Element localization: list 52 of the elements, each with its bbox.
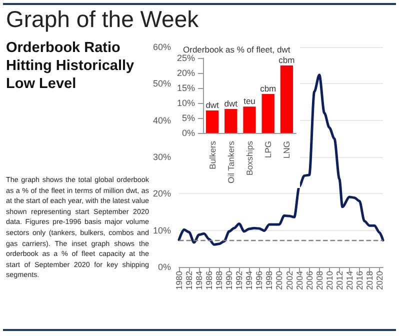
- bar: [262, 94, 274, 133]
- x-tick-label: LPG: [263, 141, 274, 158]
- x-tick-label: 1990: [224, 270, 234, 290]
- y-tick-label: 20%: [152, 188, 171, 199]
- x-tick-label: 2006: [304, 270, 314, 290]
- x-tick-label: 1998: [264, 270, 274, 290]
- y-tick-label: 25%: [176, 53, 195, 63]
- y-tick-label: 10%: [152, 225, 171, 236]
- x-tick-label: 1986: [204, 270, 214, 290]
- x-tick-label: 2010: [324, 270, 334, 290]
- data-label: dwt: [206, 100, 220, 110]
- x-tick-label: 1988: [214, 270, 224, 290]
- y-tick-label: 5%: [182, 113, 195, 123]
- bar: [243, 106, 256, 133]
- x-tick-label: 2004: [294, 270, 304, 290]
- y-tick-label: 15%: [176, 83, 195, 93]
- x-tick-label: 2018: [364, 270, 374, 290]
- data-label: teu: [244, 96, 256, 106]
- y-tick-label: 20%: [176, 68, 195, 78]
- x-tick-label: 2016: [354, 270, 364, 290]
- x-tick-label: 2020: [374, 270, 384, 290]
- y-tick-label: 30%: [152, 152, 171, 162]
- y-tick-label: 50%: [152, 78, 171, 89]
- chart-title: Graph of the Week: [6, 6, 199, 33]
- x-tick-label: Boxships: [244, 141, 254, 176]
- x-tick-label: Oil Tankers: [226, 141, 236, 184]
- y-tick-label: 0%: [158, 262, 171, 272]
- x-tick-label: 1980: [174, 270, 184, 290]
- x-tick-label: 2008: [314, 270, 324, 290]
- x-tick-label: 2002: [284, 270, 294, 290]
- x-tick-label: 1982: [184, 270, 194, 290]
- x-tick-label: 2014: [344, 270, 354, 290]
- chart-title: Orderbook as % of fleet, dwt: [183, 44, 291, 54]
- x-tick-label: 1992: [234, 270, 244, 290]
- data-label: cbm: [278, 55, 295, 65]
- x-tick-label: 1994: [244, 270, 254, 290]
- data-label: dwt: [224, 98, 238, 108]
- y-tick-label: 60%: [152, 42, 171, 52]
- y-tick-label: 40%: [152, 115, 171, 126]
- x-tick-label: 1984: [194, 270, 204, 290]
- x-tick-label: 2000: [274, 270, 284, 290]
- x-tick-label: LNG: [282, 141, 292, 158]
- data-label: cbm: [260, 84, 276, 94]
- x-tick-label: Bulkers: [207, 141, 218, 170]
- x-tick-label: 1996: [254, 270, 264, 290]
- bar: [280, 66, 294, 133]
- y-tick-label: 0%: [182, 128, 195, 138]
- text: Orderbook Ratio Hitting Historically Low Level: [6, 40, 134, 92]
- x-tick-label: 2012: [334, 270, 344, 290]
- y-tick-label: 10%: [176, 98, 195, 108]
- bar: [206, 110, 219, 133]
- bar: [224, 109, 238, 133]
